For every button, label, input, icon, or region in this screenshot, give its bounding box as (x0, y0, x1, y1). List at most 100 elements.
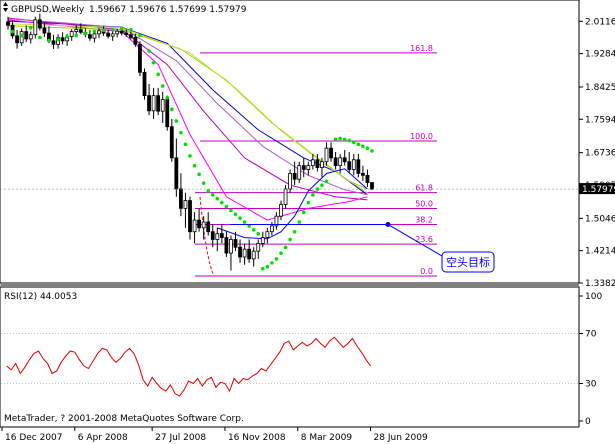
candle-body (201, 221, 206, 229)
candle-body (315, 159, 320, 168)
header-icon (3, 2, 8, 12)
candle-body (188, 200, 192, 233)
sar-dot (338, 136, 342, 141)
fib-level-label: 61.8 (415, 184, 433, 193)
rsi-plot-frame (0, 286, 580, 428)
candle-body (342, 157, 347, 163)
target-annotation[interactable]: 空头目标 (230, 221, 495, 273)
candle-body (283, 188, 288, 205)
fib-level-label: 161.8 (410, 44, 433, 53)
candle-body (347, 161, 352, 170)
sar-dot (56, 37, 60, 42)
candle-body (210, 231, 215, 240)
candle-body (110, 33, 115, 37)
candle-body (138, 43, 142, 73)
candle-body (147, 95, 151, 112)
sar-dot (188, 154, 192, 158)
rsi-tick-label: 70 (585, 330, 597, 340)
candle-body (306, 165, 311, 170)
sar-dot (229, 208, 233, 213)
sar-dot (256, 231, 261, 236)
candle-body (360, 172, 365, 176)
annotation-pointer (387, 224, 443, 257)
sar-dot (197, 172, 201, 177)
sar-dot (247, 224, 251, 228)
price-tick-label: 2.01160 (585, 17, 615, 27)
candle-body (233, 239, 238, 248)
sar-dot (292, 229, 297, 234)
sar-dot (19, 33, 24, 38)
price-tick-label: 1.75940 (585, 115, 615, 125)
sar-dot (28, 25, 33, 30)
time-tick-label: 16 Nov 2008 (228, 433, 286, 443)
moving-average-line (7, 17, 368, 201)
sar-dot (170, 107, 174, 112)
candle-body (197, 219, 202, 229)
candle-body (156, 95, 161, 112)
sar-dot (151, 60, 156, 65)
sar-dot (352, 140, 356, 145)
sar-dot (342, 137, 347, 142)
candle-body (219, 233, 224, 238)
fib-level-label: 23.6 (415, 235, 433, 244)
candle-body (370, 182, 374, 190)
sar-dot (297, 220, 302, 224)
candle-body (260, 237, 265, 244)
candle-body (88, 34, 92, 39)
candle-body (274, 215, 279, 227)
candle-body (119, 30, 124, 34)
sar-dot (92, 29, 97, 34)
price-tick-label: 1.42140 (585, 247, 615, 257)
candle-body (28, 34, 33, 40)
price-tick-label: 1.50460 (585, 214, 615, 224)
candle-body (251, 250, 256, 260)
chart-ohlc-values: 1.59667 1.59676 1.57699 1.57979 (89, 5, 247, 15)
fib-anchor-trendline (199, 196, 215, 277)
sar-dot (224, 204, 229, 209)
sar-dot (301, 210, 306, 215)
sar-dot (251, 228, 256, 232)
candle-body (206, 221, 211, 233)
candle-body (133, 36, 138, 45)
rsi-title: RSI(12) 44.0053 (4, 292, 77, 302)
candle-body (215, 233, 220, 240)
sar-dot (38, 35, 42, 40)
current-price-label: 1.57979 (582, 185, 615, 195)
candle-body (92, 33, 97, 39)
sar-dot (220, 200, 224, 205)
candle-body (169, 126, 174, 159)
fib-level-label: 0.0 (420, 267, 433, 276)
sar-dot (233, 212, 238, 217)
time-tick-label: 16 Dec 2007 (5, 433, 63, 443)
sar-dot (365, 146, 370, 151)
sar-dot (47, 38, 51, 43)
time-axis: 16 Dec 2007 6 Apr 2008 27 Jul 2008 16 Nov 2… (1, 427, 428, 443)
sar-dot (206, 189, 210, 193)
sar-dot (320, 183, 324, 187)
candle-body (51, 40, 56, 45)
candle-body (74, 29, 79, 32)
sar-dot (101, 28, 106, 33)
rsi-line (6, 336, 372, 397)
time-tick-label: 28 Jun 2009 (374, 433, 428, 443)
candle-body (229, 239, 233, 254)
sar-dot (138, 33, 142, 38)
sar-dot (183, 142, 188, 147)
sar-dot (210, 193, 215, 197)
candle-body (310, 159, 315, 167)
sar-dot (242, 220, 247, 224)
price-tick-label: 1.33820 (585, 279, 615, 289)
candle-body (24, 31, 29, 40)
sar-dot (215, 196, 220, 201)
sar-dot (119, 26, 124, 31)
annotation-callout (441, 251, 495, 273)
sar-dot (147, 49, 151, 53)
sar-dot (356, 142, 361, 147)
sar-dot (279, 251, 283, 255)
candle-body (224, 237, 229, 254)
copyright-notice: MetaTrader, ? 2001-2008 MetaQuotes Softw… (4, 414, 244, 424)
candle-body (151, 95, 156, 112)
sar-dot (270, 261, 274, 265)
